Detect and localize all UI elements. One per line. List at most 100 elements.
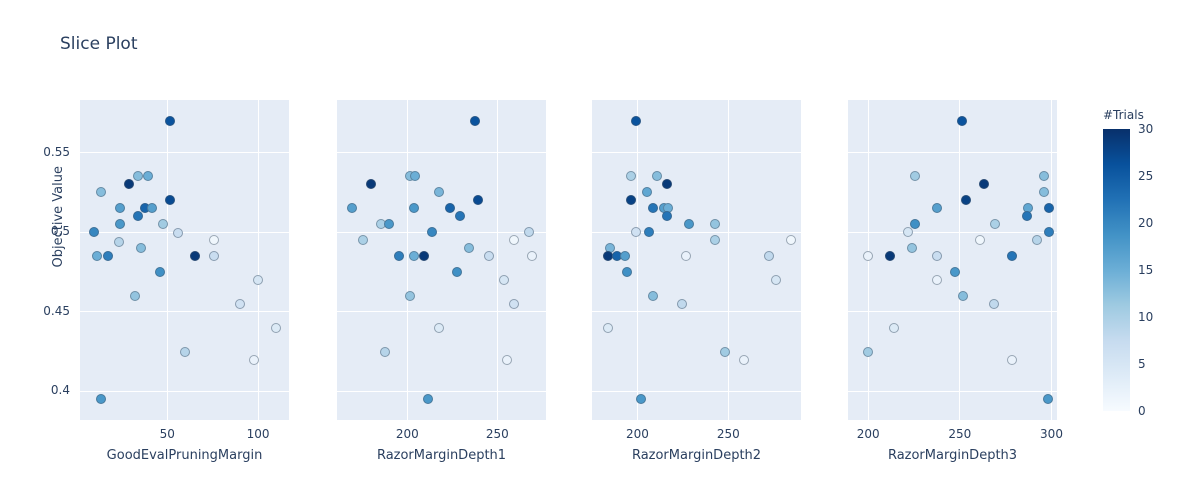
trial-point[interactable] <box>95 394 106 405</box>
trial-point[interactable] <box>931 274 942 285</box>
trial-point[interactable] <box>975 235 985 246</box>
trial-point[interactable] <box>209 235 220 246</box>
trial-point[interactable] <box>978 179 989 190</box>
trial-point[interactable] <box>88 227 99 238</box>
trial-point[interactable] <box>989 219 1000 230</box>
trial-point[interactable] <box>907 243 918 254</box>
trial-point[interactable] <box>509 298 520 309</box>
trial-point[interactable] <box>234 298 245 309</box>
trial-point[interactable] <box>523 227 534 238</box>
trial-point[interactable] <box>103 251 114 262</box>
trial-point[interactable] <box>603 322 614 333</box>
subplot-razormargindepth1[interactable] <box>337 100 546 420</box>
trial-point[interactable] <box>662 211 673 222</box>
trial-point[interactable] <box>271 322 282 333</box>
trial-point[interactable] <box>630 227 641 238</box>
trial-point[interactable] <box>764 251 775 262</box>
trial-point[interactable] <box>527 251 538 262</box>
trial-point[interactable] <box>931 203 942 214</box>
trial-point[interactable] <box>630 115 641 126</box>
trial-point[interactable] <box>444 203 455 214</box>
trial-point[interactable] <box>451 266 462 277</box>
trial-point[interactable] <box>626 195 637 206</box>
trial-point[interactable] <box>154 266 165 277</box>
trial-point[interactable] <box>366 179 377 190</box>
trial-point[interactable] <box>709 235 720 246</box>
trial-point[interactable] <box>719 346 730 357</box>
trial-point[interactable] <box>863 251 874 262</box>
trial-point[interactable] <box>619 251 630 262</box>
trial-point[interactable] <box>641 187 652 198</box>
trial-point[interactable] <box>622 266 633 277</box>
trial-point[interactable] <box>1043 227 1054 238</box>
trial-point[interactable] <box>626 171 637 182</box>
trial-point[interactable] <box>409 203 420 214</box>
trial-point[interactable] <box>988 298 999 309</box>
trial-point[interactable] <box>164 115 175 126</box>
trial-point[interactable] <box>931 251 942 262</box>
trial-point[interactable] <box>502 354 513 365</box>
trial-point[interactable] <box>173 227 184 238</box>
trial-point[interactable] <box>909 219 920 230</box>
trial-point[interactable] <box>146 203 157 214</box>
trial-point[interactable] <box>249 354 260 365</box>
trial-point[interactable] <box>1042 394 1053 405</box>
trial-point[interactable] <box>95 187 106 198</box>
trial-point[interactable] <box>684 219 695 230</box>
trial-point[interactable] <box>92 251 103 262</box>
trial-point[interactable] <box>902 227 913 238</box>
trial-point[interactable] <box>379 346 390 357</box>
trial-point[interactable] <box>498 274 509 285</box>
subplot-razormargindepth2[interactable] <box>592 100 801 420</box>
trial-point[interactable] <box>180 346 191 357</box>
trial-point[interactable] <box>133 211 144 222</box>
trial-point[interactable] <box>709 219 720 230</box>
trial-point[interactable] <box>1021 211 1032 222</box>
trial-point[interactable] <box>114 236 125 247</box>
trial-point[interactable] <box>143 171 154 182</box>
trial-point[interactable] <box>408 251 419 262</box>
trial-point[interactable] <box>1039 187 1050 198</box>
trial-point[interactable] <box>676 298 687 309</box>
trial-point[interactable] <box>433 187 444 198</box>
trial-point[interactable] <box>647 290 658 301</box>
trial-point[interactable] <box>885 251 896 262</box>
trial-point[interactable] <box>129 290 140 301</box>
trial-point[interactable] <box>1039 171 1050 182</box>
trial-point[interactable] <box>164 195 175 206</box>
trial-point[interactable] <box>509 235 520 246</box>
trial-point[interactable] <box>636 394 647 405</box>
trial-point[interactable] <box>950 266 961 277</box>
trial-point[interactable] <box>961 195 972 206</box>
trial-point[interactable] <box>1031 235 1042 246</box>
trial-point[interactable] <box>469 115 480 126</box>
trial-point[interactable] <box>410 171 421 182</box>
trial-point[interactable] <box>114 203 125 214</box>
trial-point[interactable] <box>909 171 920 182</box>
trial-point[interactable] <box>433 322 444 333</box>
trial-point[interactable] <box>419 251 430 262</box>
trial-point[interactable] <box>124 179 135 190</box>
trial-point[interactable] <box>190 251 201 262</box>
trial-point[interactable] <box>786 235 796 246</box>
trial-point[interactable] <box>473 195 484 206</box>
trial-point[interactable] <box>647 203 658 214</box>
trial-point[interactable] <box>680 251 691 262</box>
trial-point[interactable] <box>1007 354 1018 365</box>
trial-point[interactable] <box>662 179 673 190</box>
trial-point[interactable] <box>422 394 433 405</box>
trial-point[interactable] <box>957 290 968 301</box>
trial-point[interactable] <box>1007 251 1018 262</box>
trial-point[interactable] <box>253 274 264 285</box>
trial-point[interactable] <box>644 227 655 238</box>
trial-point[interactable] <box>455 211 466 222</box>
subplot-razormargindepth3[interactable] <box>848 100 1057 420</box>
trial-point[interactable] <box>404 290 415 301</box>
trial-point[interactable] <box>463 243 474 254</box>
trial-point[interactable] <box>652 171 663 182</box>
trial-point[interactable] <box>135 243 146 254</box>
trial-point[interactable] <box>484 251 495 262</box>
trial-point[interactable] <box>426 227 437 238</box>
subplot-goodevalpruningmargin[interactable] <box>80 100 289 420</box>
trial-point[interactable] <box>347 203 358 214</box>
